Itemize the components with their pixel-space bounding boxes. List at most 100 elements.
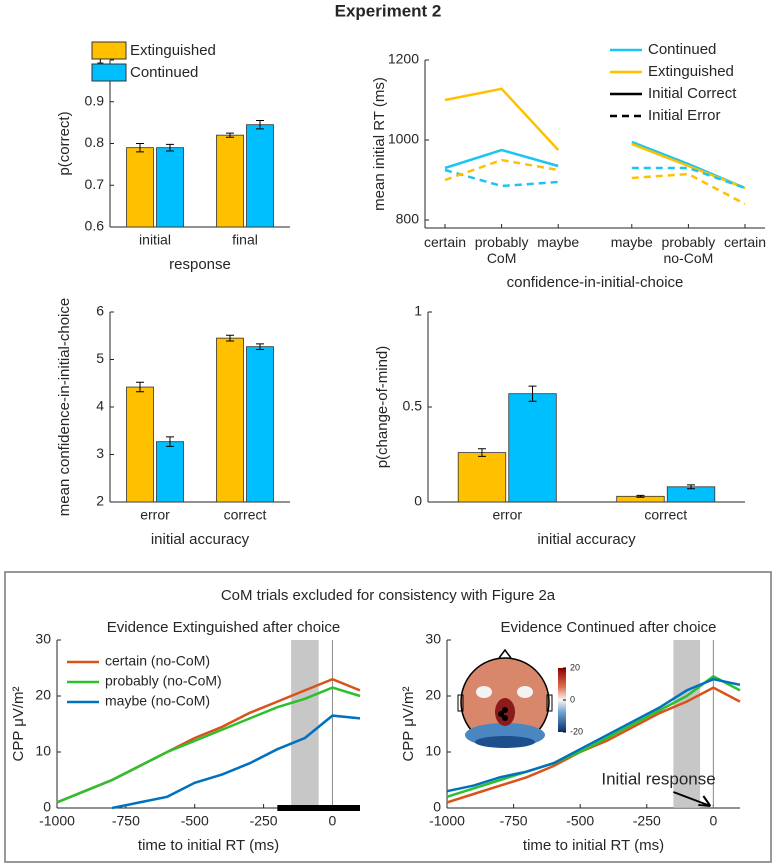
y-tick-label: 1000 <box>388 131 419 147</box>
error-bar <box>636 494 645 498</box>
y-axis-label: mean initial RT (ms) <box>371 77 388 211</box>
x-axis-label: response <box>169 256 231 273</box>
y-tick-label: 4 <box>96 398 104 414</box>
y-tick-label: 1200 <box>388 51 419 67</box>
series-line <box>444 87 560 151</box>
series-line <box>444 148 559 170</box>
error-bar <box>136 381 144 393</box>
y-tick-label: 0.9 <box>85 92 105 108</box>
y-tick-label: 20 <box>425 687 441 703</box>
y-axis-label: p(change-of-mind) <box>374 346 391 469</box>
bar <box>246 124 274 228</box>
shaded-window <box>291 640 319 808</box>
series-line <box>111 714 361 810</box>
y-tick-label: 5 <box>96 350 104 366</box>
x-tick-label: certain <box>723 234 767 250</box>
x-tick-label: maybe <box>610 234 653 250</box>
y-tick-label: 20 <box>35 687 51 703</box>
x-axis-label: initial accuracy <box>537 531 636 548</box>
group-frame <box>4 571 772 863</box>
y-axis-label: p(correct) <box>56 111 73 175</box>
annotation: Initial response <box>601 769 715 788</box>
significance-bar <box>277 805 360 811</box>
bar <box>126 147 154 228</box>
bar <box>457 452 507 503</box>
error-bar <box>166 143 174 152</box>
error-bar <box>226 334 234 342</box>
y-tick-label: 0.5 <box>403 398 423 414</box>
figure-title: Experiment 2 <box>335 1 442 20</box>
y-tick-label: 1 <box>414 303 422 319</box>
x-tick-label: maybe <box>537 234 580 250</box>
bar <box>508 393 557 503</box>
legend-label: maybe (no-CoM) <box>105 693 210 709</box>
annotation-arrow <box>673 791 712 807</box>
topomap <box>457 648 553 748</box>
x-tick-label: -1000 <box>429 813 465 829</box>
error-bar <box>256 343 264 351</box>
x-tick-label: -250 <box>250 813 278 829</box>
legend-label: Extinguished <box>648 63 734 80</box>
y-tick-label: 10 <box>425 743 441 759</box>
legend-label: Initial Error <box>648 107 721 124</box>
x-axis-label: time to initial RT (ms) <box>138 837 279 854</box>
colorbar-tick-label: -20 <box>570 726 583 736</box>
legend-label: Continued <box>648 41 716 58</box>
x-tick-label: -250 <box>633 813 661 829</box>
legend-swatch <box>91 41 127 60</box>
bar <box>156 147 184 228</box>
legend-label: probably (no-CoM) <box>105 673 222 689</box>
y-axis-label: mean confidence-in-initial-choice <box>56 298 73 516</box>
series-line <box>444 158 559 182</box>
legend-swatch <box>91 63 127 82</box>
y-tick-label: 10 <box>35 743 51 759</box>
x-tick-label: -1000 <box>39 813 75 829</box>
legend-label: certain (no-CoM) <box>105 653 210 669</box>
error-bar <box>477 448 486 457</box>
bar <box>216 134 244 228</box>
x-tick-label: correct <box>644 507 687 523</box>
x-tick-label: probably CoM <box>474 234 529 266</box>
bar <box>216 337 244 503</box>
x-tick-label: -500 <box>566 813 594 829</box>
group-title: CoM trials excluded for consistency with… <box>221 587 556 604</box>
legend-label: Extinguished <box>130 42 216 59</box>
colorbar-tick-label: 20 <box>570 662 580 672</box>
x-axis-label: time to initial RT (ms) <box>523 837 664 854</box>
series-line <box>56 686 361 804</box>
x-tick-label: -750 <box>500 813 528 829</box>
y-tick-label: 2 <box>96 493 104 509</box>
y-tick-label: 0 <box>43 799 51 815</box>
error-bar <box>256 120 264 130</box>
series-line <box>446 674 741 798</box>
y-tick-label: 0.6 <box>85 218 105 234</box>
x-tick-label: 0 <box>329 813 337 829</box>
colorbar-tick-label: 0 <box>570 694 575 704</box>
colorbar <box>558 668 566 732</box>
error-bar <box>166 436 174 447</box>
series-line <box>446 677 741 793</box>
legend-label: Initial Correct <box>648 85 737 102</box>
x-tick-label: probably no-CoM <box>661 234 716 266</box>
error-bar <box>226 132 234 138</box>
y-axis-label: CPP μV/m² <box>400 686 417 761</box>
y-tick-label: 3 <box>96 445 104 461</box>
y-tick-label: 0.7 <box>85 176 105 192</box>
series-line <box>631 166 746 190</box>
y-tick-label: 30 <box>35 631 51 647</box>
x-axis-label: confidence-in-initial-choice <box>507 274 684 291</box>
error-bar <box>528 385 537 402</box>
chart-title: Evidence Continued after choice <box>501 619 717 636</box>
legend-label: Continued <box>130 64 198 81</box>
y-tick-label: 30 <box>425 631 441 647</box>
x-tick-label: correct <box>224 507 267 523</box>
x-axis-label: initial accuracy <box>151 531 250 548</box>
y-tick-label: 800 <box>396 211 420 227</box>
bar <box>126 386 154 503</box>
error-bar <box>687 484 696 490</box>
bar <box>156 441 184 503</box>
y-tick-label: 6 <box>96 303 104 319</box>
x-tick-label: error <box>140 507 170 523</box>
